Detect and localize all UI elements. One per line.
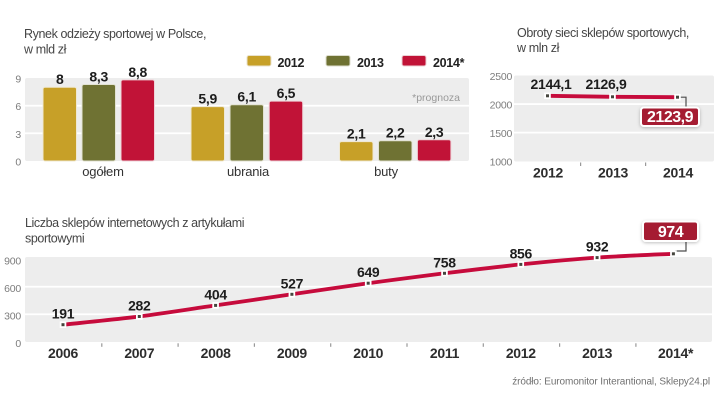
svg-text:źródło: Euromonitor Interantio: źródło: Euromonitor Interantional, Sklep… <box>512 377 710 388</box>
svg-text:*prognoza: *prognoza <box>412 92 460 104</box>
svg-text:2008: 2008 <box>201 345 231 361</box>
svg-text:2014*: 2014* <box>433 56 465 70</box>
svg-text:8,3: 8,3 <box>89 69 108 85</box>
svg-text:2123,9: 2123,9 <box>647 109 694 126</box>
svg-text:600: 600 <box>4 283 21 295</box>
svg-text:2126,9: 2126,9 <box>585 76 627 92</box>
svg-text:2013: 2013 <box>598 164 628 180</box>
svg-text:527: 527 <box>281 275 304 291</box>
svg-text:191: 191 <box>52 306 75 322</box>
svg-text:2009: 2009 <box>277 345 307 361</box>
svg-text:2013: 2013 <box>357 56 384 70</box>
svg-text:Obroty sieci sklepów sportowyc: Obroty sieci sklepów sportowych, <box>517 26 689 40</box>
svg-text:649: 649 <box>357 264 380 280</box>
svg-text:Liczba sklepów internetowych z: Liczba sklepów internetowych z artykułam… <box>25 216 244 230</box>
svg-text:ogółem: ogółem <box>82 164 123 179</box>
svg-text:1500: 1500 <box>490 128 513 140</box>
svg-text:6: 6 <box>15 101 21 113</box>
svg-text:5,9: 5,9 <box>198 91 217 107</box>
svg-text:758: 758 <box>433 254 456 270</box>
svg-text:8,8: 8,8 <box>128 64 147 80</box>
svg-text:2010: 2010 <box>353 345 383 361</box>
svg-text:974: 974 <box>658 224 684 241</box>
svg-text:2500: 2500 <box>490 71 513 83</box>
svg-text:8: 8 <box>56 71 64 87</box>
svg-text:2006: 2006 <box>48 345 78 361</box>
svg-text:2,2: 2,2 <box>386 125 405 141</box>
svg-text:3: 3 <box>15 129 21 141</box>
svg-text:2014*: 2014* <box>658 345 694 361</box>
svg-text:900: 900 <box>4 256 21 268</box>
svg-text:2013: 2013 <box>582 345 612 361</box>
svg-text:300: 300 <box>4 310 21 322</box>
svg-text:ubrania: ubrania <box>227 164 270 179</box>
svg-text:2000: 2000 <box>490 100 513 112</box>
svg-text:2012: 2012 <box>533 164 563 180</box>
svg-text:0: 0 <box>15 157 21 169</box>
svg-text:sportowymi: sportowymi <box>25 232 84 246</box>
svg-text:0: 0 <box>15 338 21 350</box>
svg-text:buty: buty <box>374 164 398 179</box>
svg-text:w mld zł: w mld zł <box>23 43 67 57</box>
svg-text:2012: 2012 <box>506 345 536 361</box>
svg-text:w mln zł: w mln zł <box>516 41 560 55</box>
svg-text:6,5: 6,5 <box>277 85 296 101</box>
svg-text:2,1: 2,1 <box>347 126 366 142</box>
svg-text:2014: 2014 <box>663 164 693 180</box>
svg-text:282: 282 <box>128 298 151 314</box>
svg-text:6,1: 6,1 <box>237 89 256 105</box>
svg-text:2007: 2007 <box>124 345 154 361</box>
svg-text:856: 856 <box>510 245 533 261</box>
svg-text:2011: 2011 <box>430 345 460 361</box>
svg-text:Rynek odzieży sportowej w Pols: Rynek odzieży sportowej w Polsce, <box>24 27 206 41</box>
svg-text:2,3: 2,3 <box>425 124 444 140</box>
svg-text:9: 9 <box>15 73 21 85</box>
svg-text:2144,1: 2144,1 <box>530 76 572 92</box>
svg-text:2012: 2012 <box>278 56 305 70</box>
svg-text:1000: 1000 <box>490 157 513 169</box>
svg-text:404: 404 <box>204 286 227 302</box>
svg-text:932: 932 <box>586 239 609 255</box>
